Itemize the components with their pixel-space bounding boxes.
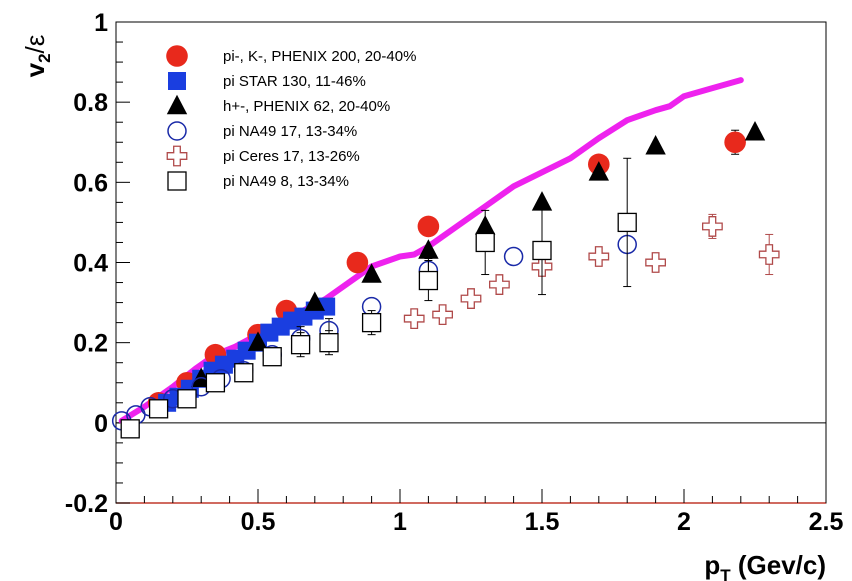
series-5 (403, 213, 780, 330)
data-point (702, 216, 723, 237)
legend-marker (167, 121, 187, 141)
data-point (588, 161, 609, 181)
y-tick-label: 0.8 (73, 89, 108, 117)
x-tick-label: 0 (109, 508, 123, 536)
data-point (262, 347, 282, 367)
y-axis-title: v2/ε (20, 34, 54, 77)
data-point (460, 288, 482, 309)
y-tick-label: 0.4 (73, 250, 108, 278)
legend-entry: pi NA49 8, 13-34% (167, 171, 349, 191)
legend-marker (168, 72, 186, 90)
data-point (234, 363, 254, 383)
data-point (361, 312, 382, 333)
data-point (744, 120, 766, 141)
svg-text:v2/ε: v2/ε (20, 34, 54, 77)
data-point (304, 291, 325, 311)
legend-label: pi Ceres 17, 13-26% (223, 148, 360, 165)
legend-label: h+-, PHENIX 62, 20-40% (223, 98, 390, 115)
data-point (418, 239, 439, 259)
data-point (588, 246, 610, 267)
data-point (488, 274, 510, 295)
y-tick-label: 0 (94, 410, 108, 438)
legend-marker (166, 45, 188, 67)
data-point (417, 215, 440, 238)
data-point (532, 240, 552, 261)
legend-marker (166, 145, 188, 167)
legend-entry: pi STAR 130, 11-46% (168, 72, 366, 90)
x-tick-label: 1.5 (525, 508, 560, 536)
x-tick-label: 0.5 (241, 508, 276, 536)
data-point (346, 251, 369, 274)
data-point (475, 232, 495, 253)
series-6 (120, 157, 637, 439)
data-point (503, 246, 524, 267)
legend-label: pi-, K-, PHENIX 200, 20-40% (223, 48, 416, 65)
data-point (177, 389, 197, 409)
legend-entry: pi Ceres 17, 13-26% (166, 145, 360, 167)
x-tick-label: 2 (677, 508, 691, 536)
x-tick-label: 1 (393, 508, 407, 536)
data-point (432, 304, 454, 326)
legend-marker (166, 94, 188, 115)
x-tick-label: 2.5 (809, 508, 844, 536)
data-point (758, 244, 780, 265)
legend-label: pi STAR 130, 11-46% (223, 73, 366, 90)
data-point (645, 135, 666, 155)
data-point (290, 335, 311, 355)
legend-entry: pi-, K-, PHENIX 200, 20-40% (166, 45, 416, 67)
data-point (120, 419, 140, 439)
y-tick-label: 0.2 (73, 330, 108, 358)
data-point (317, 297, 336, 316)
legend-entry: pi NA49 17, 13-34% (167, 121, 357, 141)
data-point (247, 331, 269, 351)
data-point (205, 373, 226, 393)
data-point (319, 333, 339, 353)
y-tick-label: 1 (94, 9, 108, 37)
data-point (361, 263, 382, 283)
y-tick-label: -0.2 (65, 490, 108, 518)
axis-ticks: 0 0.5 1 1.5 2 2.5-0.200.20.40.60.81 (65, 9, 844, 536)
y-tick-label: 0.6 (73, 169, 108, 197)
legend-label: pi NA49 8, 13-34% (223, 173, 349, 190)
legend-entry: h+-, PHENIX 62, 20-40% (166, 94, 390, 115)
data-point (645, 252, 666, 273)
data-point (617, 212, 637, 233)
data-point (724, 131, 746, 154)
legend: pi-, K-, PHENIX 200, 20-40% pi STAR 130, … (166, 45, 416, 191)
legend-label: pi NA49 17, 13-34% (223, 123, 357, 140)
legend-marker (167, 171, 187, 191)
data-point (531, 191, 553, 211)
data-points-layer (111, 120, 780, 439)
data-point (403, 308, 425, 330)
data-point (148, 399, 169, 419)
data-point (418, 270, 439, 291)
